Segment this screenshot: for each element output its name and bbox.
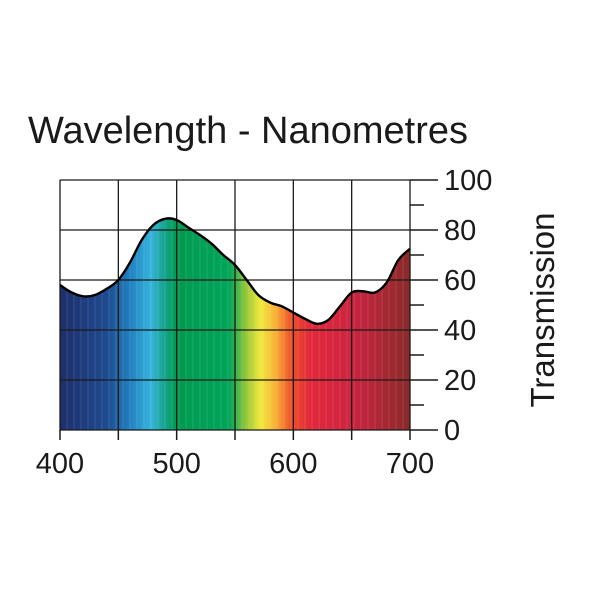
- x-tick-label: 700: [386, 448, 434, 480]
- y-tick-label: 20: [444, 365, 476, 397]
- transmission-curve: [59, 217, 411, 326]
- y-tick-label: 0: [444, 415, 460, 447]
- y-tick-label: 40: [444, 315, 476, 347]
- x-tick-label: 500: [152, 448, 200, 480]
- y-axis: 0 20 40 60 80 100: [410, 165, 492, 447]
- y-axis-label: Transmission: [524, 213, 561, 408]
- x-tick-label: 600: [269, 448, 317, 480]
- y-tick-label: 80: [444, 215, 476, 247]
- chart-title: Wavelength - Nanometres: [28, 110, 468, 152]
- y-tick-label: 60: [444, 265, 476, 297]
- transmission-curve-group: [59, 217, 411, 326]
- x-axis: 400 500 600 700: [36, 430, 434, 480]
- x-tick-label: 400: [36, 448, 84, 480]
- y-tick-label: 100: [444, 165, 492, 197]
